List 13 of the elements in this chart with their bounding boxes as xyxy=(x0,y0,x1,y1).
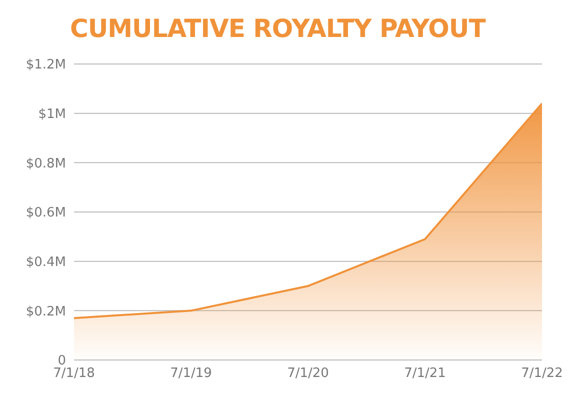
x-tick-label: 7/1/18 xyxy=(53,366,95,382)
y-tick-label: $1.2M xyxy=(26,58,66,73)
y-tick-label: $0.8M xyxy=(26,156,66,172)
x-tick-label: 7/1/20 xyxy=(287,366,329,382)
y-tick-label: $0.6M xyxy=(26,206,66,221)
y-tick-label: $0.4M xyxy=(26,254,66,270)
x-tick-label: 7/1/22 xyxy=(521,366,563,382)
x-tick-label: 7/1/19 xyxy=(170,366,212,382)
chart-title: CUMULATIVE ROYALTY PAYOUT xyxy=(70,14,487,45)
y-tick-label: 0 xyxy=(58,354,66,369)
y-tick-label: $0.2M xyxy=(26,304,66,320)
y-tick-label: $1M xyxy=(38,106,66,122)
x-tick-label: 7/1/21 xyxy=(404,366,446,382)
